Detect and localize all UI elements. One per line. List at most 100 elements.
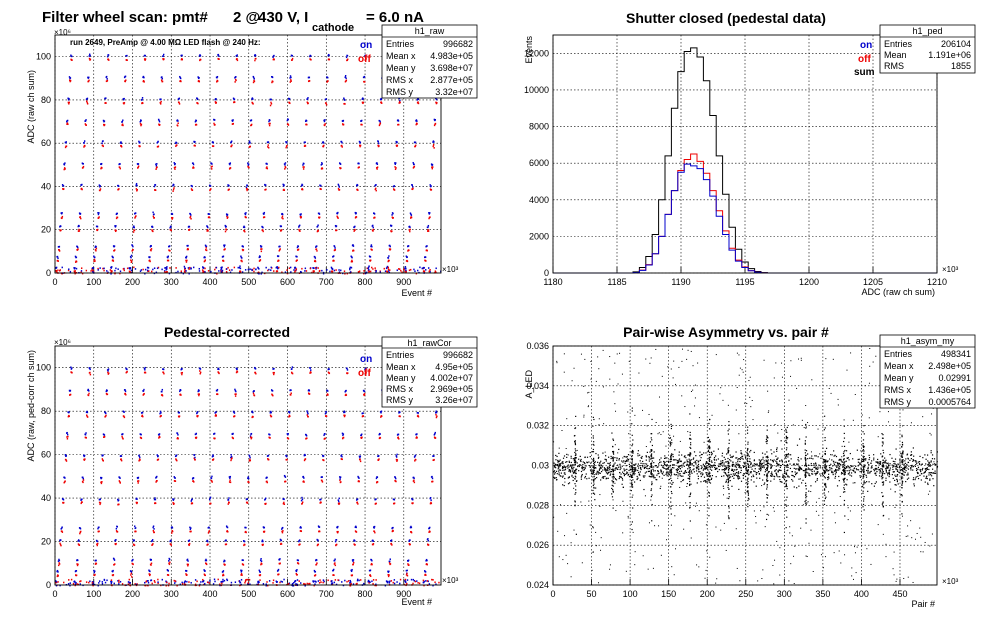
raw-point [157,140,159,143]
raw-point [84,123,87,125]
rawcor-point [153,498,156,501]
rawcor-point [372,540,374,542]
rawcor-point [157,578,159,581]
rawcor-point [272,371,274,374]
raw-point [333,245,336,248]
rawcor-point [354,543,356,546]
raw-point [306,101,308,104]
rawcor-point [86,416,89,418]
raw-point [110,271,112,274]
raw-point [266,163,268,165]
asym-point [817,471,819,473]
raw-point [351,259,353,262]
rawcor-point [320,501,322,504]
raw-point [147,267,150,269]
asym-point [783,482,785,485]
raw-point [338,186,340,188]
raw-point [325,102,327,105]
asym-point [622,471,624,473]
raw-point [153,213,155,216]
rawcor-point [57,564,60,567]
asym-point [838,462,840,464]
rawcor-point [426,563,428,566]
raw-point [340,167,342,169]
rawcor-point [62,498,65,501]
asym-point [719,465,721,467]
raw-point [288,97,291,100]
ped-stats-label: Entries [884,39,913,49]
asym-point [747,465,750,467]
rawcor-point [119,477,121,479]
asym-point [753,481,755,483]
rawcor-point [341,437,344,440]
asym-point [711,477,713,479]
asym-point [879,472,881,474]
asym-point [879,462,882,464]
rawcor-point [375,481,378,484]
rawcor-point [247,477,249,480]
asym-point [771,474,774,476]
rawcor-point [86,411,89,414]
raw-point [295,268,298,270]
asym-point [764,471,766,473]
raw-point [83,142,85,144]
rawcor-point [278,558,281,561]
rawcor-point [307,412,309,415]
asym-point [624,460,626,463]
rawcor-point [323,459,325,462]
asym-point [849,467,851,469]
raw-point [194,144,196,147]
asym-point [776,458,778,460]
raw-point [170,225,172,228]
asym-point [880,453,882,455]
asym-point [731,456,733,459]
rawcor-point [265,584,267,587]
rawcor-point [422,579,425,582]
raw-point [67,97,69,100]
raw-point [263,216,266,218]
raw-point [180,77,182,80]
rawcor-point [247,582,250,584]
asym-point [783,478,786,480]
raw-point [151,270,153,273]
raw-point [390,224,393,227]
asym-point [602,476,604,478]
asym-point [846,484,848,486]
asym-point [699,455,701,457]
asym-point [698,468,700,470]
rawcor-point [349,584,351,587]
raw-point [75,256,78,259]
rawcor-stats-label: Entries [386,350,415,360]
asym-point [666,468,668,471]
rawcor-point [186,574,188,576]
asym-point [875,481,877,483]
asym-point [678,454,680,456]
raw-point [68,101,70,104]
raw-point [195,119,198,122]
asym-point [931,475,933,477]
raw-point [266,167,269,170]
asym-point [832,465,834,467]
raw-point [107,58,110,61]
asym-point [885,471,887,473]
asym-point [662,467,665,469]
rawcor-point [371,559,373,562]
rawcor-point [197,393,200,395]
raw-point [371,245,373,248]
asym-point [751,476,753,478]
raw-point [316,250,318,252]
raw-point [231,120,234,122]
raw-point [238,266,241,269]
asym-point [689,469,691,471]
rawcor-point [322,581,324,584]
asym-point [724,468,726,471]
asym-point [860,471,863,473]
raw-point [95,247,98,250]
asym-point [846,457,849,459]
asym-point [898,471,900,473]
asym-point [553,476,555,478]
rawcor-point [413,579,416,582]
rawcor-point [155,481,157,483]
rawcor-point [92,584,94,587]
rawcor-point [355,531,358,533]
